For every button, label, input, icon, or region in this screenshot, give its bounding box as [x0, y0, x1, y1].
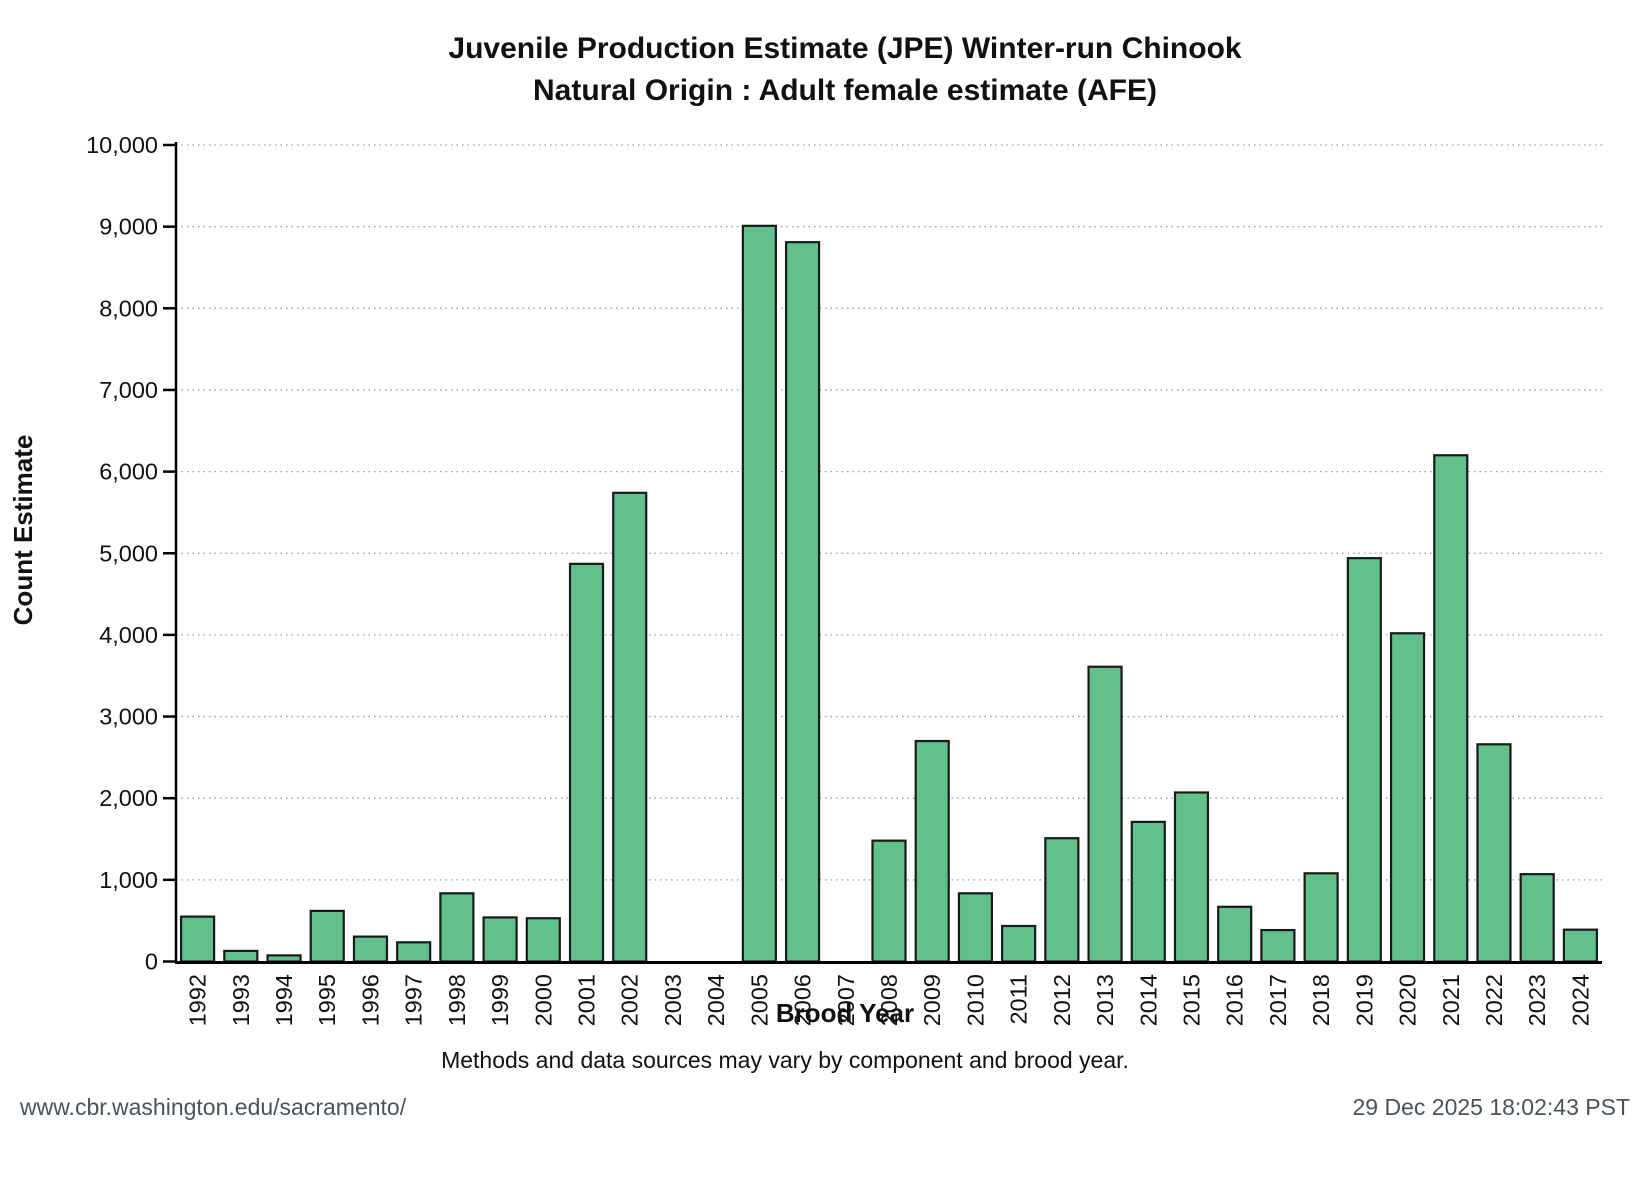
bar-2005 — [741, 224, 777, 963]
x-tick-label-2017: 2017 — [1265, 974, 1291, 1026]
x-tick-label-2008: 2008 — [876, 974, 902, 1026]
bar-2001 — [568, 562, 605, 963]
bar-2011 — [1001, 924, 1037, 963]
bar-2024 — [1562, 928, 1598, 963]
x-tick-label-2001: 2001 — [574, 974, 600, 1026]
bar-2002 — [612, 491, 648, 963]
bar-2021 — [1433, 454, 1469, 963]
bar-2006 — [784, 241, 821, 963]
x-tick-label-2021: 2021 — [1438, 974, 1464, 1026]
y-tick-label: 3,000 — [99, 704, 158, 730]
x-tick-label-2024: 2024 — [1567, 974, 1593, 1026]
y-tick-label: 0 — [145, 949, 158, 975]
x-tick-label-2016: 2016 — [1222, 974, 1248, 1026]
footer-timestamp: 29 Dec 2025 18:02:43 PST — [1353, 1094, 1630, 1120]
footer-url: www.cbr.washington.edu/sacramento/ — [19, 1094, 407, 1120]
x-tick-label-2019: 2019 — [1351, 974, 1377, 1026]
x-tick-label-1993: 1993 — [228, 974, 254, 1026]
x-tick-label-1995: 1995 — [314, 974, 340, 1026]
x-tick-label-2018: 2018 — [1308, 974, 1334, 1026]
bar-2015 — [1173, 791, 1210, 963]
x-tick-label-2011: 2011 — [1006, 974, 1032, 1025]
bar-2010 — [957, 892, 994, 963]
x-tick-label-2013: 2013 — [1092, 974, 1118, 1026]
x-tick-label-1999: 1999 — [487, 974, 513, 1026]
bar-1996 — [352, 935, 389, 963]
bar-1994 — [266, 954, 302, 963]
bar-1995 — [309, 909, 345, 963]
x-tick-label-1994: 1994 — [271, 974, 297, 1026]
y-tick-label: 4,000 — [99, 622, 158, 648]
bar-1992 — [180, 915, 216, 963]
bar-2019 — [1346, 557, 1382, 963]
x-tick-label-2004: 2004 — [703, 974, 729, 1026]
x-tick-label-1992: 1992 — [185, 974, 211, 1026]
bar-2012 — [1044, 837, 1080, 963]
chart-title-line1: Juvenile Production Estimate (JPE) Winte… — [448, 32, 1241, 65]
x-tick-label-2014: 2014 — [1135, 974, 1161, 1026]
footnote-text: Methods and data sources may vary by com… — [441, 1047, 1129, 1073]
bar-2009 — [914, 739, 950, 963]
bar-2000 — [525, 917, 561, 963]
x-tick-label-2010: 2010 — [962, 974, 988, 1026]
x-tick-label-2002: 2002 — [617, 974, 643, 1026]
x-tick-label-1996: 1996 — [357, 974, 383, 1026]
bar-2013 — [1087, 665, 1123, 963]
x-tick-label-2009: 2009 — [919, 974, 945, 1026]
y-tick-label: 10,000 — [86, 132, 158, 158]
bar-2018 — [1303, 872, 1339, 963]
x-tick-label-1998: 1998 — [444, 974, 470, 1026]
x-tick-label-2006: 2006 — [790, 974, 816, 1026]
bar-2020 — [1389, 632, 1426, 963]
bar-1999 — [482, 916, 518, 963]
x-tick-label-2023: 2023 — [1524, 974, 1550, 1026]
y-tick-label: 9,000 — [99, 214, 158, 240]
bar-1997 — [396, 941, 432, 963]
plot-area: 0 1,000 2,000 3,000 4,000 5,000 6,000 7,000 8,00… — [86, 132, 1602, 1026]
bar-2008 — [871, 839, 907, 963]
x-tick-label-1997: 1997 — [401, 974, 427, 1026]
x-tick-label-2007: 2007 — [833, 974, 859, 1026]
y-axis-label: Count Estimate — [8, 435, 38, 626]
y-tick-label: 6,000 — [99, 459, 158, 485]
bar-2014 — [1130, 820, 1166, 963]
bar-1998 — [439, 892, 475, 963]
x-tick-label-2000: 2000 — [530, 974, 556, 1026]
bar-2016 — [1217, 905, 1253, 963]
bar-2017 — [1260, 928, 1296, 963]
x-tick-label-2020: 2020 — [1395, 974, 1421, 1026]
bar-2022 — [1476, 743, 1512, 963]
x-tick-label-2003: 2003 — [660, 974, 686, 1026]
y-tick-label: 7,000 — [99, 377, 158, 403]
bar-2023 — [1519, 873, 1555, 963]
x-tick-label-2012: 2012 — [1049, 974, 1075, 1026]
x-tick-label-2015: 2015 — [1178, 974, 1204, 1026]
bar-1993 — [223, 949, 259, 963]
x-axis-label: Brood Year — [776, 998, 914, 1028]
y-tick-label: 1,000 — [99, 867, 158, 893]
chart-title-line2: Natural Origin : Adult female estimate (… — [533, 74, 1157, 107]
x-tick-label-2005: 2005 — [746, 974, 772, 1026]
y-tick-label: 2,000 — [99, 785, 158, 811]
y-tick-label: 8,000 — [99, 295, 158, 321]
y-tick-label: 5,000 — [99, 540, 158, 566]
x-tick-label-2022: 2022 — [1481, 974, 1507, 1026]
